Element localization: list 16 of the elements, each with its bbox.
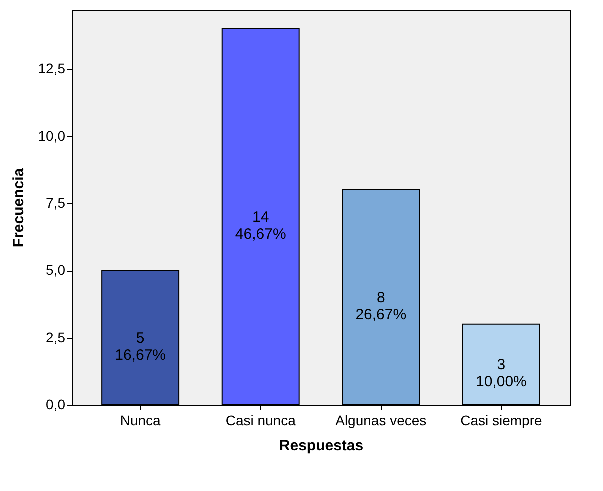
y-axis-title: Frecuencia [10, 168, 28, 248]
data-label: 8 26,67% [356, 290, 407, 324]
y-tick-label: 12,5 [38, 60, 66, 77]
y-tick-label: 5,0 [46, 262, 66, 278]
y-tick-label: 10,0 [38, 128, 66, 144]
y-tick-label: 0,0 [46, 396, 66, 412]
y-tick-label: 7,5 [46, 194, 66, 211]
data-label: 3 10,00% [476, 356, 527, 391]
data-label: 5 16,67% [115, 330, 166, 364]
data-label: 14 46,67% [235, 208, 286, 243]
x-tick-label: Casi nunca [226, 412, 296, 428]
y-tick-label: 2,5 [46, 329, 66, 346]
x-axis-title: Respuestas [279, 438, 364, 454]
x-tick-label: Casi siempre [460, 412, 542, 428]
x-tick-label: Algunas veces [336, 412, 427, 428]
x-tick-label: Nunca [120, 412, 162, 428]
